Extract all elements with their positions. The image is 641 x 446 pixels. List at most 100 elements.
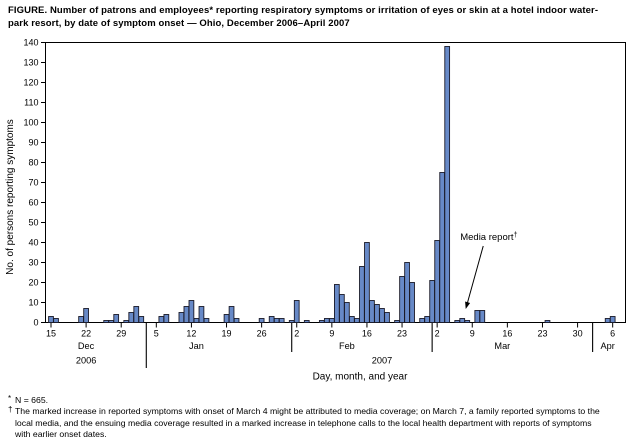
x-tick-label: 23 [397,329,407,339]
x-tick-label: 16 [502,329,512,339]
bar-2007-01-28 [268,316,275,323]
x-tick-label: 16 [362,329,372,339]
bar-2007-01-19 [223,314,230,323]
bar-2006-12-30 [123,320,130,323]
bar-2007-02-18 [374,304,380,323]
bar-2006-12-26 [103,320,110,323]
y-tick-label: 60 [28,198,38,208]
bar-2007-02-09 [328,318,335,323]
y-tick-label: 90 [28,138,38,148]
y-axis: 0 10 20 30 40 50 60 70 80 90 100 110 120 130 140 [23,38,46,328]
bar-2007-01-12 [188,300,195,323]
bar-2007-02-12 [344,302,350,323]
y-tick-label: 70 [28,178,38,188]
y-tick-label: 40 [28,238,38,248]
bar-2007-02-01 [288,320,295,323]
bar-2007-01-30 [278,318,285,323]
bar-2007-02-16 [364,242,370,323]
x-tick-label: 19 [222,329,232,339]
x-tick-label: 22 [81,329,91,339]
bar-2007-02-15 [359,266,365,323]
bar-2007-02-04 [303,320,310,323]
y-tick-label: 140 [23,38,38,48]
bar-2007-01-07 [163,314,170,323]
y-tick-label: 110 [24,98,38,108]
bar-2007-02-07 [318,320,325,323]
bar-2007-03-10 [474,310,481,323]
bar-2007-03-04 [444,46,451,323]
bar-2007-02-08 [323,318,330,323]
footnote-media: † The marked increase in reported sympto… [8,405,638,440]
y-tick-label: 30 [28,258,38,268]
y-tick-label: 130 [23,58,38,68]
figure-title: FIGURE. Number of patrons and employees*… [8,5,638,30]
x-tick-label: 2 [294,329,299,339]
bar-2007-02-23 [399,276,405,323]
bar-2006-12-16 [53,318,59,323]
y-axis-title: No. of persons reporting symptoms [5,119,16,275]
x-tick-label: 23 [537,329,547,339]
figure-title-line1: FIGURE. Number of patrons and employees*… [8,5,599,16]
bar-2007-01-11 [183,306,190,323]
footnote-media-text: The marked increase in reported symptoms… [15,406,600,440]
bar-2007-03-08 [464,320,471,323]
y-tick-label: 100 [23,118,38,128]
y-tick-label: 10 [28,298,38,308]
bar-2007-01-06 [158,316,165,323]
bar-2007-02-25 [409,282,415,323]
bar-2007-03-03 [439,172,446,323]
bar-2006-12-28 [113,314,120,323]
bar-2007-02-17 [369,300,375,323]
annotation-arrowhead [465,301,471,309]
bar-2007-01-21 [233,318,240,323]
month-label: Apr [601,341,615,351]
x-tick-label: 9 [329,329,334,339]
x-tick-label: 2 [435,329,440,339]
bar-2007-03-24 [544,320,551,323]
y-tick-label: 20 [28,278,38,288]
x-tick-label: 9 [470,329,475,339]
x-axis-title: Day, month, and year [313,372,409,383]
footnote-n: * N = 665. [8,394,638,406]
bar-2007-02-02 [293,300,300,323]
footnote-media-line1: The marked increase in reported symptoms… [15,406,600,417]
bar-2006-12-31 [128,312,135,323]
bar-2007-01-29 [273,318,280,323]
month-label: Feb [339,341,355,351]
bar-2007-03-06 [454,320,461,323]
y-tick-label: 50 [28,218,38,228]
epi-curve-chart: 0 10 20 30 40 50 60 70 80 90 100 110 120 130 140 No. of… [5,38,626,383]
bar-2007-02-27 [419,318,425,323]
bar-2007-02-20 [384,312,390,323]
bar-2007-02-24 [404,262,410,323]
bar-2007-01-02 [138,316,145,323]
bar-2007-03-07 [459,318,466,323]
year-label: 2006 [76,356,96,366]
annotation-arrow-line [466,245,484,306]
bar-2006-12-21 [78,316,84,323]
bar-2007-03-02 [434,240,441,323]
x-tick-label: 26 [257,329,267,339]
bar-2007-04-05 [604,318,611,323]
bar-2007-01-26 [258,318,265,323]
month-label: Jan [189,341,204,351]
y-tick-label: 0 [33,318,38,328]
y-tick-label: 80 [28,158,38,168]
bar-2007-02-14 [354,318,360,323]
asterisk-marker: * [8,394,12,403]
dagger-marker: † [8,405,13,415]
bar-2007-04-06 [609,316,616,323]
x-tick-label: 12 [186,329,196,339]
bar-2007-02-11 [339,294,345,323]
bar-2007-01-01 [133,306,140,323]
bar-2007-01-10 [178,312,185,323]
bar-2007-02-19 [379,308,385,323]
x-tick-label: 6 [610,329,615,339]
bars [48,46,616,323]
x-tick-label: 30 [573,329,583,339]
bar-2007-02-13 [349,316,355,323]
y-tick-label: 120 [23,78,38,88]
bar-2007-01-20 [228,306,235,323]
plot-frame [45,42,626,323]
bar-2007-01-13 [193,318,200,323]
